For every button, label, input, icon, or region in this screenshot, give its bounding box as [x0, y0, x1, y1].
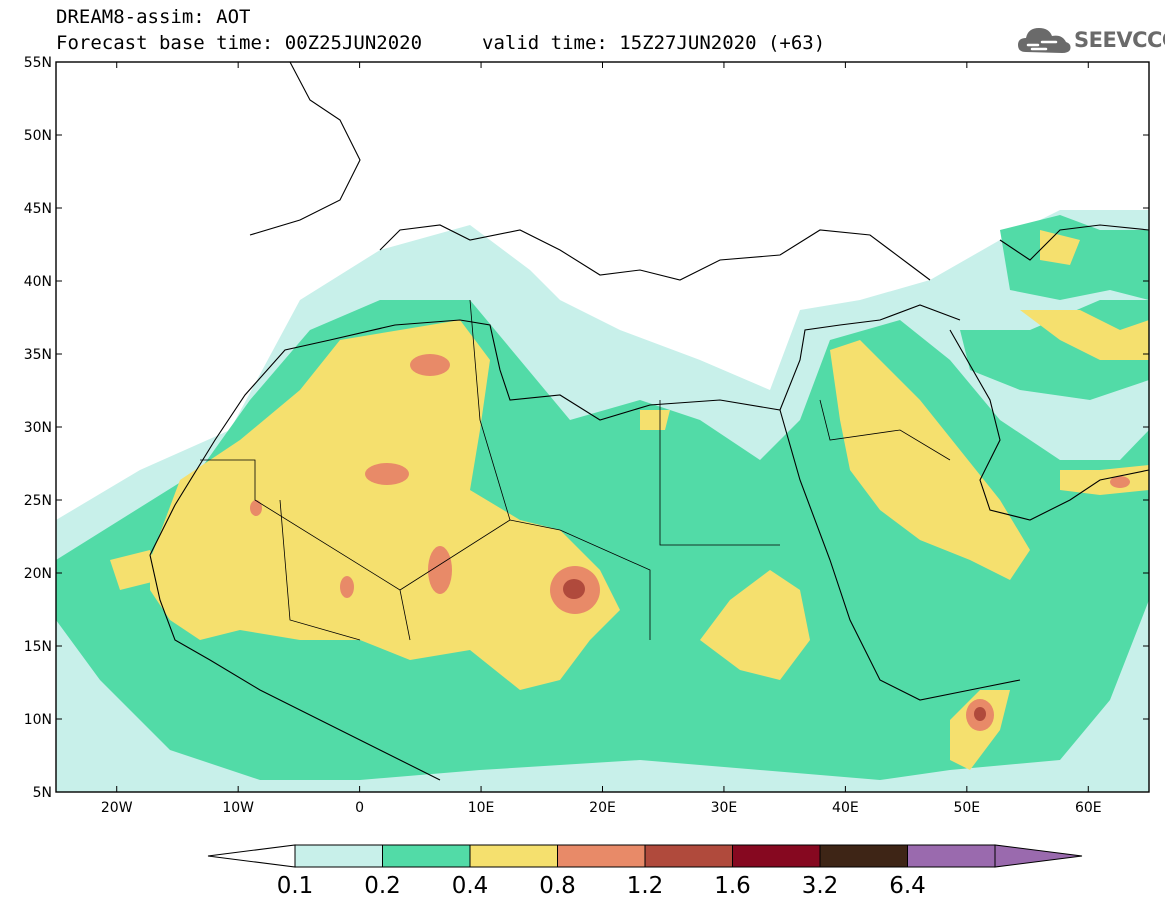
lat-label: 20N	[24, 566, 52, 582]
colorbar-segment	[557, 844, 646, 868]
lat-label: 5N	[33, 785, 52, 801]
lat-label: 15N	[24, 639, 52, 655]
colorbar-label: 3.2	[802, 873, 839, 899]
latitude-axis: 55N 50N 45N 40N 35N 30N 25N 20N 15N 10N 5N	[24, 55, 1149, 801]
colorbar-label: 0.2	[364, 873, 401, 899]
aot-colorbar: 0.1 0.2 0.4 0.8 1.2 1.6 3.2 6.4	[207, 844, 1083, 899]
seevccc-logo: SEEVCCC	[1016, 22, 1165, 58]
logo-text: SEEVCCC	[1074, 28, 1165, 52]
coastlines	[149, 62, 1149, 781]
colorbar-segment	[819, 844, 908, 868]
colorbar-segment	[644, 844, 733, 868]
lat-label: 30N	[24, 420, 52, 436]
colorbar-arrow-low	[207, 844, 296, 868]
cloud-icon	[1018, 28, 1071, 53]
lon-label: 40E	[832, 800, 859, 816]
colorbar-segment	[469, 844, 558, 868]
lon-label: 0	[355, 800, 364, 816]
lat-label: 45N	[24, 201, 52, 217]
longitude-axis: 20W 10W 0 10E 20E 30E 40E 50E 60E	[101, 62, 1102, 816]
lon-label: 10E	[468, 800, 495, 816]
lat-label: 40N	[24, 274, 52, 290]
lon-label: 50E	[953, 800, 980, 816]
colorbar-arrow-high	[994, 844, 1083, 868]
colorbar-segment	[294, 844, 383, 868]
colorbar-label: 1.6	[714, 873, 751, 899]
lat-label: 55N	[24, 55, 52, 71]
colorbar-label: 0.4	[452, 873, 489, 899]
lon-label: 20W	[101, 800, 133, 816]
colorbar-segment	[382, 844, 471, 868]
lon-label: 20E	[589, 800, 616, 816]
lon-label: 60E	[1075, 800, 1102, 816]
lat-label: 10N	[24, 712, 52, 728]
lat-label: 50N	[24, 128, 52, 144]
colorbar-label: 1.2	[627, 873, 664, 899]
colorbar-segment	[732, 844, 821, 868]
colorbar-label: 0.8	[539, 873, 576, 899]
aot-field	[56, 62, 1149, 792]
map-title: DREAM8-assim: AOT	[56, 6, 251, 28]
colorbar-label: 6.4	[889, 873, 926, 899]
aot-band-0.4	[110, 230, 1149, 770]
colorbar-label: 0.1	[277, 873, 314, 899]
lat-label: 35N	[24, 347, 52, 363]
lat-label: 25N	[24, 493, 52, 509]
aot-band-1.2	[563, 579, 986, 721]
lon-label: 30E	[711, 800, 738, 816]
lon-label: 10W	[222, 800, 254, 816]
colorbar-segment	[907, 844, 996, 868]
borders	[200, 299, 951, 641]
valid-time: valid time: 15Z27JUN2020 (+63)	[482, 32, 826, 54]
forecast-base-time: Forecast base time: 00Z25JUN2020	[56, 32, 423, 54]
